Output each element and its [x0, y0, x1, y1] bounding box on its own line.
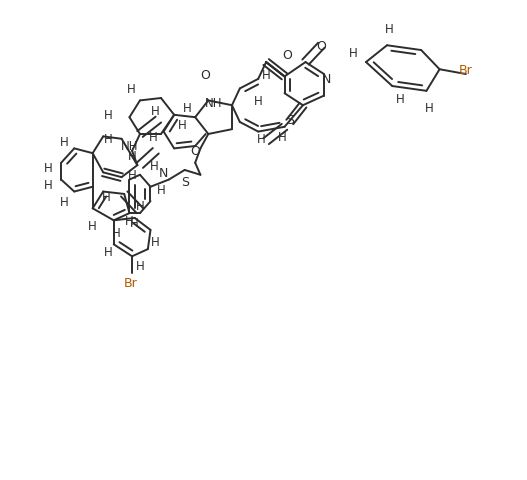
Text: H: H [348, 47, 357, 60]
Text: O: O [190, 145, 200, 158]
Text: H: H [60, 195, 68, 208]
Text: N: N [322, 73, 331, 86]
Text: N: N [159, 167, 168, 180]
Text: H: H [385, 23, 394, 36]
Text: H: H [128, 169, 136, 182]
Text: H: H [425, 102, 433, 115]
Text: H: H [257, 133, 265, 146]
Text: H: H [151, 236, 160, 249]
Text: H: H [157, 183, 165, 196]
Text: H: H [44, 179, 52, 192]
Text: Br: Br [459, 64, 473, 77]
Text: H: H [135, 260, 144, 273]
Text: H: H [178, 119, 187, 132]
Text: H: H [104, 245, 113, 258]
Text: H: H [130, 217, 139, 230]
Text: H: H [278, 131, 286, 144]
Text: H: H [125, 215, 134, 228]
Text: O: O [201, 68, 211, 82]
Text: S: S [286, 114, 294, 127]
Text: S: S [181, 176, 189, 189]
Text: O: O [282, 49, 292, 62]
Text: Br: Br [124, 276, 138, 289]
Text: O: O [316, 40, 326, 53]
Text: H: H [128, 150, 136, 163]
Text: H: H [104, 109, 113, 122]
Text: H: H [254, 95, 262, 108]
Text: H: H [104, 133, 113, 146]
Text: H: H [60, 135, 68, 148]
Text: H: H [89, 219, 97, 232]
Text: H: H [112, 227, 121, 240]
Text: H: H [150, 159, 159, 172]
Text: NH: NH [121, 140, 138, 153]
Text: H: H [101, 191, 110, 204]
Text: H: H [183, 102, 192, 115]
Text: H: H [135, 200, 144, 213]
Text: NH: NH [205, 97, 222, 110]
Text: H: H [44, 162, 52, 175]
Text: H: H [396, 92, 405, 105]
Text: H: H [149, 131, 158, 144]
Text: H: H [262, 68, 270, 82]
Text: H: H [151, 104, 160, 117]
Text: H: H [126, 83, 135, 96]
